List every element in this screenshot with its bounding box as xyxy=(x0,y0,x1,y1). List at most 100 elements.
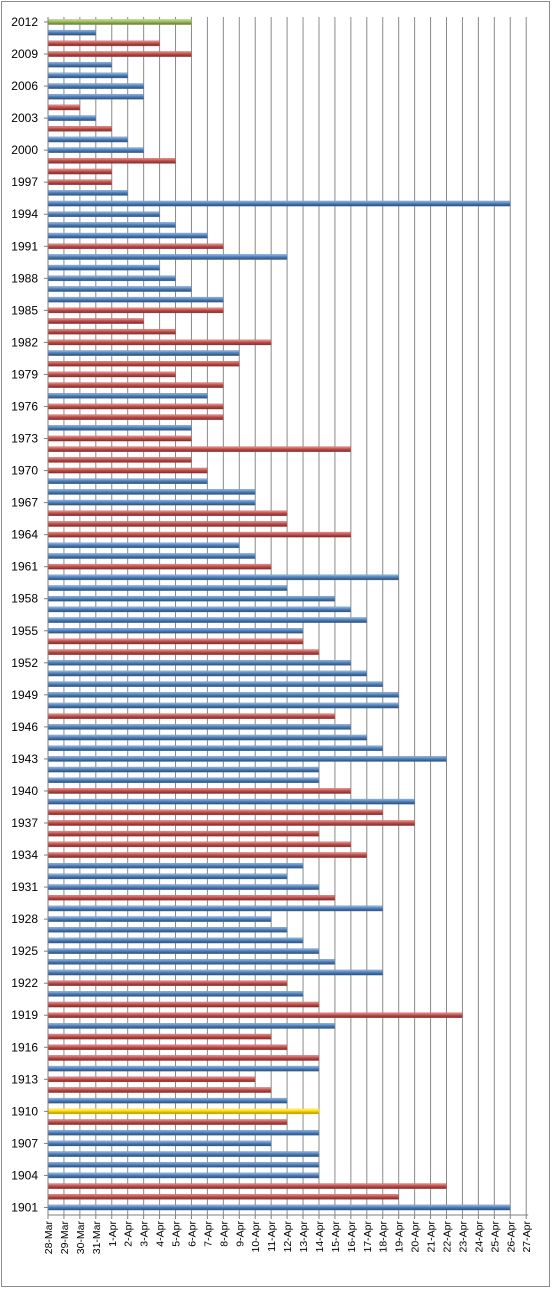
bar-1968 xyxy=(47,489,256,495)
y-tick-label: 1985 xyxy=(11,303,38,317)
bar-1954 xyxy=(47,638,304,645)
bar-1982 xyxy=(47,339,272,346)
y-tick-label: 1973 xyxy=(11,432,38,446)
bar-1926 xyxy=(47,937,304,944)
bar-1922 xyxy=(47,980,288,986)
bar-2005 xyxy=(47,94,144,100)
bar-2001 xyxy=(47,136,128,143)
bar-1913 xyxy=(47,1076,256,1083)
bar-1977 xyxy=(47,393,208,399)
bar-1904 xyxy=(47,1172,320,1179)
bar-1950 xyxy=(47,681,383,687)
bar-1987 xyxy=(47,286,192,292)
bar-1969 xyxy=(47,478,208,484)
y-tick-label: 1934 xyxy=(11,848,38,862)
bar-2002 xyxy=(47,126,112,132)
x-tick-label: 31-Mar xyxy=(91,1221,103,1255)
y-tick-label: 1955 xyxy=(11,624,38,638)
y-tick-label: 1943 xyxy=(11,752,38,766)
x-axis-labels: 28-Mar 29-Mar 30-Mar 31-Mar 1-Apr 2-Apr 3-Apr 4… xyxy=(43,1220,533,1254)
bar-2012 xyxy=(47,19,192,25)
y-tick-label: 1904 xyxy=(11,1168,38,1182)
bar-1960 xyxy=(47,574,399,581)
bar-1938 xyxy=(47,809,383,816)
x-tick-label: 30-Mar xyxy=(75,1221,87,1255)
x-tick-label: 6-Apr xyxy=(186,1221,198,1247)
y-tick-label: 1946 xyxy=(11,720,38,734)
y-tick-label: 1991 xyxy=(11,239,38,253)
x-tick-label: 29-Mar xyxy=(59,1221,71,1255)
bar-1921 xyxy=(47,991,304,997)
bar-1953 xyxy=(47,649,320,655)
bar-1964 xyxy=(47,531,352,538)
bar-1971 xyxy=(47,457,192,463)
x-tick-label: 20-Apr xyxy=(410,1220,422,1252)
bar-1983 xyxy=(47,328,176,335)
bar-1958 xyxy=(47,595,336,602)
bar-1980 xyxy=(47,361,240,367)
x-tick-label: 23-Apr xyxy=(457,1220,469,1252)
bar-1911 xyxy=(47,1097,288,1104)
bar-1936 xyxy=(47,830,320,837)
y-tick-label: 1910 xyxy=(11,1104,38,1118)
y-tick-label: 2006 xyxy=(11,79,38,93)
x-tick-label: 21-Apr xyxy=(426,1220,438,1252)
bar-1995 xyxy=(47,200,511,207)
bar-1970 xyxy=(47,467,208,474)
bar-1944 xyxy=(47,745,383,751)
bar-1934 xyxy=(47,852,367,858)
bar-2003 xyxy=(47,115,96,121)
bar-1943 xyxy=(47,756,447,762)
y-tick-label: 1964 xyxy=(11,528,38,542)
bar-1925 xyxy=(47,948,320,954)
y-tick-label: 1907 xyxy=(11,1136,38,1150)
y-tick-label: 2012 xyxy=(11,15,38,29)
bar-2009 xyxy=(47,51,192,57)
bar-1992 xyxy=(47,232,208,239)
bar-1965 xyxy=(47,521,288,527)
bar-1985 xyxy=(47,307,224,314)
y-tick-label: 1958 xyxy=(11,592,38,606)
bar-2007 xyxy=(47,72,128,79)
y-tick-label: 1952 xyxy=(11,656,38,670)
x-tick-label: 7-Apr xyxy=(202,1221,214,1247)
x-tick-label: 3-Apr xyxy=(139,1221,151,1247)
bar-1912 xyxy=(47,1087,272,1093)
bar-1941 xyxy=(47,777,320,784)
x-tick-label: 22-Apr xyxy=(442,1220,454,1252)
x-tick-label: 28-Mar xyxy=(43,1221,55,1255)
bar-1910 xyxy=(47,1108,320,1115)
bar-1988 xyxy=(47,275,176,282)
bar-1906 xyxy=(47,1151,320,1157)
bar-1920 xyxy=(47,1001,320,1008)
bar-1932 xyxy=(47,873,288,880)
x-tick-label: 11-Apr xyxy=(266,1221,278,1252)
y-tick-label: 1925 xyxy=(11,944,38,958)
bar-1993 xyxy=(47,222,176,228)
bar-1949 xyxy=(47,692,399,698)
bar-1956 xyxy=(47,617,367,623)
bar-1967 xyxy=(47,499,256,506)
x-tick-label: 16-Apr xyxy=(346,1220,358,1252)
bar-1952 xyxy=(47,660,352,666)
y-tick-label: 1988 xyxy=(11,271,38,285)
x-tick-label: 13-Apr xyxy=(298,1220,310,1252)
x-tick-label: 19-Apr xyxy=(394,1220,406,1252)
bar-1908 xyxy=(47,1129,320,1136)
bar-1981 xyxy=(47,350,240,356)
bar-2010 xyxy=(47,40,160,47)
bar-2004 xyxy=(47,104,81,111)
bar-1905 xyxy=(47,1162,320,1168)
bar-1989 xyxy=(47,264,160,271)
y-tick-label: 1931 xyxy=(11,880,38,894)
bar-1929 xyxy=(47,905,383,912)
bar-1909 xyxy=(47,1119,288,1125)
y-tick-label: 1901 xyxy=(11,1200,38,1214)
bar-1990 xyxy=(47,254,288,260)
y-tick-label: 1967 xyxy=(11,496,38,510)
axes xyxy=(44,17,529,1219)
bar-1903 xyxy=(47,1183,447,1189)
bar-1919 xyxy=(47,1012,463,1018)
bar-1978 xyxy=(47,382,224,388)
bar-1957 xyxy=(47,606,352,613)
